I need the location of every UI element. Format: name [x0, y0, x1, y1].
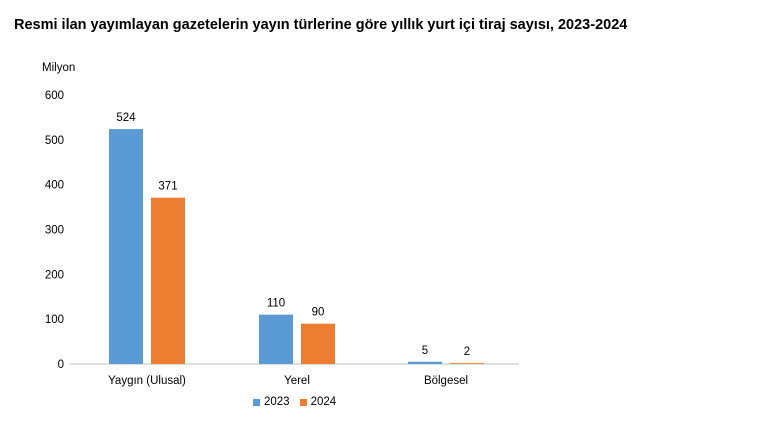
- data-labels: 524 371 110 90 5 2: [116, 112, 470, 358]
- y-tick-label: 0: [58, 359, 64, 371]
- data-label: 371: [158, 181, 177, 193]
- bar-2024: [450, 363, 484, 364]
- legend: 2023 2024: [253, 396, 336, 408]
- bar-2023: [109, 129, 143, 364]
- category-label: Yaygın (Ulusal): [108, 375, 186, 387]
- data-label: 90: [312, 307, 325, 319]
- bar-2023: [259, 314, 293, 364]
- category-label: Yerel: [284, 375, 310, 387]
- y-tick-label: 100: [45, 314, 64, 326]
- bar-2024: [301, 323, 335, 364]
- y-axis-unit-label: Milyon: [42, 62, 75, 74]
- legend-item-2024: 2024: [299, 396, 337, 408]
- bar-2024: [151, 197, 185, 364]
- y-tick-label: 300: [45, 225, 64, 237]
- bar-2023: [408, 361, 442, 364]
- y-tick-label: 200: [45, 269, 64, 281]
- legend-swatch-2024: [299, 398, 307, 406]
- y-tick-label: 500: [45, 135, 64, 147]
- data-label: 5: [422, 345, 428, 357]
- chart-title: Resmi ilan yayımlayan gazetelerin yayın …: [14, 17, 628, 33]
- data-label: 524: [116, 112, 136, 124]
- bars: [109, 129, 484, 364]
- data-label: 110: [267, 298, 285, 310]
- y-tick-label: 600: [45, 90, 64, 102]
- legend-swatch-2023: [253, 398, 260, 406]
- category-label: Bölgesel: [424, 375, 468, 387]
- legend-label-2023: 2023: [264, 396, 290, 408]
- data-label: 2: [464, 346, 470, 358]
- y-axis-ticks: 0 100 200 300 400 500 600: [45, 90, 64, 371]
- y-tick-label: 400: [45, 180, 64, 192]
- legend-item-2023: 2023: [253, 396, 290, 408]
- legend-label-2024: 2024: [310, 396, 337, 408]
- category-labels: Yaygın (Ulusal) Yerel Bölgesel: [108, 375, 468, 387]
